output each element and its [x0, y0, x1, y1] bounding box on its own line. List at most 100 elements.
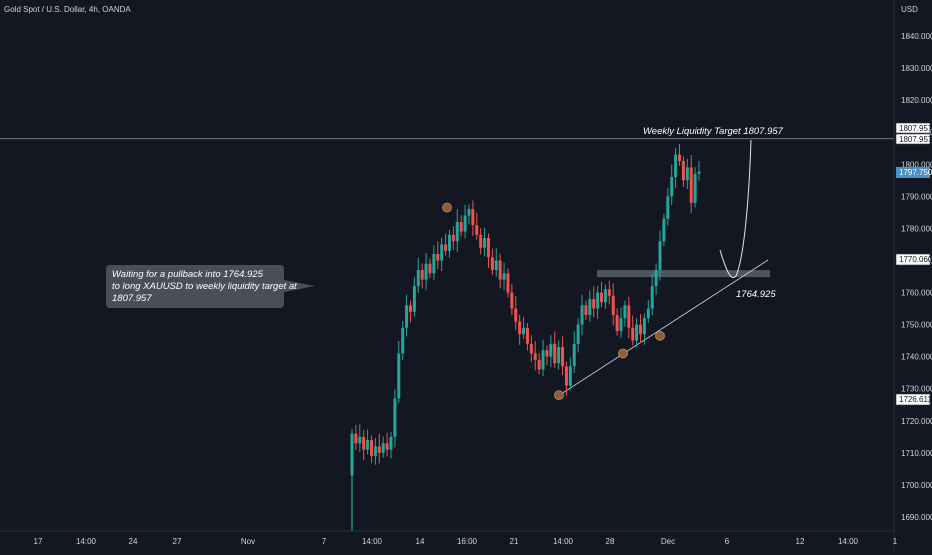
time-tick-label: 21 — [510, 537, 519, 546]
ascending-trendline[interactable] — [557, 259, 769, 397]
candle-body — [584, 305, 588, 315]
pivot-marker — [442, 202, 452, 213]
candle-body — [373, 446, 377, 457]
candle-body — [424, 263, 428, 280]
candle-body — [366, 440, 370, 450]
candle-body — [440, 244, 444, 261]
candle-body — [385, 443, 389, 450]
symbol-title: Gold Spot / U.S. Dollar, 4h, OANDA — [4, 5, 131, 14]
candle-body — [689, 167, 693, 203]
zone-annotation: 1764.925 — [736, 289, 776, 300]
callout-line-2: to long XAUUSD to weekly liquidity targe… — [112, 281, 297, 292]
candle-body — [518, 321, 522, 335]
price-tick-label: 1790.000 — [901, 192, 932, 201]
candle-body — [369, 440, 373, 457]
candle-body — [627, 305, 631, 328]
price-tick-label: 1820.000 — [901, 96, 932, 105]
candle-body — [674, 154, 678, 178]
candle-body — [389, 436, 393, 450]
callout-box — [106, 265, 315, 308]
time-axis-ticks: 17 14:00 24 27 Nov 7 14:00 14 16:00 21 14:00 28 Dec 6… — [34, 537, 898, 546]
pullback-zone[interactable] — [597, 270, 770, 278]
currency-label: USD — [901, 5, 918, 14]
candle-body — [600, 292, 604, 303]
price-tick-label: 1800.000 — [901, 160, 932, 169]
time-tick-label: Nov — [241, 537, 255, 546]
pivot-marker — [554, 390, 564, 401]
target-annotation: Weekly Liquidity Target 1807.957 — [643, 126, 784, 137]
candle-body — [432, 254, 436, 274]
price-tag-low: 1726.611 — [895, 393, 932, 406]
candle-body — [463, 215, 467, 232]
time-tick-label: 14:00 — [553, 537, 574, 546]
candle-body — [564, 366, 568, 386]
candle-body — [381, 443, 385, 453]
candle-body — [444, 244, 448, 251]
candle-body — [455, 221, 459, 242]
projection-path[interactable] — [719, 139, 752, 278]
candle-body — [522, 327, 526, 335]
annotation-callout[interactable]: Waiting for a pullback into 1764.925 to … — [106, 265, 315, 308]
candle-body — [619, 318, 623, 332]
candle-body — [405, 305, 409, 328]
price-tick-label: 1710.000 — [901, 449, 932, 458]
time-tick-label: 14:00 — [838, 537, 859, 546]
candle-body — [615, 314, 619, 332]
candle-body — [592, 298, 596, 309]
candle-body — [529, 343, 533, 354]
time-tick-label: 1 — [893, 537, 898, 546]
candle-body — [549, 343, 553, 357]
candle-body — [697, 171, 701, 174]
time-tick-label: 16:00 — [457, 537, 478, 546]
candle-body — [428, 263, 432, 274]
candle-body — [362, 436, 366, 450]
candle-body — [502, 273, 506, 280]
candle-body — [393, 398, 397, 437]
candle-body — [401, 327, 405, 354]
candle-body — [635, 324, 639, 341]
candle-body — [642, 318, 646, 335]
candle-body — [681, 161, 685, 181]
candle-body — [670, 177, 674, 197]
time-tick-label: 27 — [173, 537, 182, 546]
candle-body — [459, 221, 463, 232]
candle-body — [603, 289, 607, 303]
candle-body — [514, 308, 518, 322]
candle-body — [467, 209, 471, 216]
svg-text:1807.957: 1807.957 — [899, 135, 932, 144]
candle-body — [451, 234, 455, 242]
candle-body — [678, 154, 682, 162]
price-tick-label: 1780.000 — [901, 224, 932, 233]
candle-body — [576, 324, 580, 344]
candle-body — [510, 292, 514, 309]
candle-body — [611, 295, 615, 315]
callout-line-3: 1807.957 — [112, 293, 152, 304]
time-tick-label: 24 — [129, 537, 138, 546]
candle-body — [580, 305, 584, 325]
price-tick-label: 1700.000 — [901, 481, 932, 490]
pivot-marker — [618, 348, 628, 359]
candle-body — [650, 286, 654, 309]
candle-body — [572, 343, 576, 367]
candle-body — [685, 167, 689, 181]
svg-text:1770.060: 1770.060 — [899, 255, 932, 264]
pivot-markers — [442, 202, 665, 401]
price-tick-label: 1690.000 — [901, 513, 932, 522]
candle-body — [541, 350, 545, 370]
candle-body — [646, 308, 650, 319]
price-tag-last: 1797.750 — [896, 167, 932, 178]
price-tick-label: 1720.000 — [901, 417, 932, 426]
candle-body — [654, 270, 658, 287]
svg-text:1807.957: 1807.957 — [899, 124, 932, 133]
callout-line-1: Waiting for a pullback into 1764.925 — [112, 269, 264, 280]
candle-body — [416, 270, 420, 287]
candle-body — [623, 305, 627, 319]
time-tick-label: 28 — [606, 537, 615, 546]
time-tick-label: 14 — [416, 537, 425, 546]
candle-body — [483, 238, 487, 248]
candle-body — [479, 234, 483, 248]
candle-body — [525, 327, 529, 344]
candle-body — [408, 305, 412, 312]
